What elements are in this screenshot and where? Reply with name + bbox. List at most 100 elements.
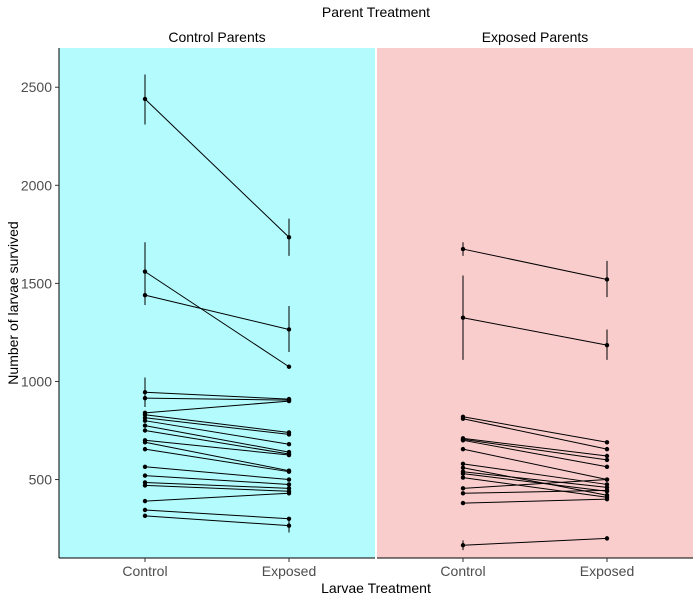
data-point — [142, 96, 148, 102]
panel-title-exposed-parents: Exposed Parents — [482, 29, 589, 45]
data-point — [142, 423, 148, 428]
series-line — [144, 417, 290, 435]
y-tick-label: 2500 — [21, 79, 52, 95]
data-point — [142, 446, 148, 452]
series-line — [462, 317, 608, 346]
data-point — [604, 453, 610, 459]
y-tick-label: 1500 — [21, 275, 52, 291]
x-tick-label-exposed-parents-control: Control — [440, 563, 485, 579]
data-point — [604, 277, 610, 282]
data-point — [286, 235, 292, 240]
data-point — [460, 246, 466, 252]
series-line — [462, 477, 608, 498]
data-point — [142, 418, 148, 423]
series-line — [144, 420, 290, 445]
series-line — [462, 489, 608, 494]
data-point — [142, 473, 148, 478]
series-line — [144, 484, 290, 492]
series-line — [144, 391, 290, 400]
y-tick-label: 2000 — [21, 177, 52, 193]
data-point — [460, 446, 466, 452]
data-point — [460, 500, 466, 506]
y-tick-label: 500 — [29, 472, 53, 488]
panel-marks-0 — [142, 74, 292, 533]
chart-marks — [142, 74, 610, 551]
series-line — [462, 479, 608, 489]
panel-marks-1 — [460, 242, 610, 551]
data-point — [286, 516, 292, 521]
data-point — [604, 440, 610, 445]
y-axis-title: Number of larvae survived — [5, 221, 21, 384]
data-point — [460, 491, 466, 496]
series-line — [144, 397, 290, 401]
data-point — [604, 477, 610, 482]
data-point — [142, 464, 148, 469]
series-line — [462, 437, 608, 457]
data-point — [286, 452, 292, 458]
x-tick-label-control-parents-control: Control — [122, 563, 167, 579]
series-line — [462, 498, 608, 504]
data-point — [604, 446, 610, 452]
series-line — [462, 439, 608, 468]
series-line — [144, 271, 290, 368]
data-point — [286, 523, 292, 528]
series-line — [144, 509, 290, 520]
y-axis-ticks: 500 1000 1500 2000 2500 — [21, 79, 59, 488]
series-line — [462, 248, 608, 280]
series-line — [144, 414, 290, 433]
series-line — [144, 425, 290, 453]
data-point — [142, 390, 148, 395]
series-line — [144, 475, 290, 485]
series-line — [144, 294, 290, 330]
data-point — [286, 442, 292, 447]
data-point — [460, 416, 466, 421]
data-point — [604, 496, 610, 502]
data-point — [142, 292, 148, 298]
panel-background-control-parents — [59, 48, 375, 558]
chart-title: Parent Treatment — [322, 4, 430, 20]
panel-title-control-parents: Control Parents — [168, 29, 265, 45]
data-point — [286, 398, 292, 404]
y-tick-label: 1000 — [21, 373, 52, 389]
data-point — [142, 513, 148, 519]
data-point — [460, 461, 466, 467]
data-point — [460, 475, 466, 480]
data-point — [460, 486, 466, 491]
panel-background-exposed-parents — [377, 48, 693, 558]
data-point — [460, 471, 466, 476]
data-point — [460, 315, 466, 320]
data-point — [286, 327, 292, 332]
data-point — [604, 464, 610, 469]
series-line — [144, 481, 290, 489]
data-point — [286, 477, 292, 482]
series-line — [144, 448, 290, 473]
series-line — [144, 441, 290, 472]
series-line — [144, 98, 290, 238]
data-point — [142, 428, 148, 433]
data-point — [286, 432, 292, 437]
series-line — [462, 537, 608, 546]
data-point — [142, 440, 148, 445]
data-point — [142, 269, 148, 274]
data-point — [460, 543, 466, 548]
x-tick-label-exposed-parents-exposed: Exposed — [580, 563, 634, 579]
series-line — [462, 416, 608, 443]
data-point — [142, 507, 148, 513]
x-axis-title: Larvae Treatment — [321, 580, 431, 596]
series-line — [462, 473, 608, 492]
series-line — [144, 430, 290, 455]
series-line — [144, 466, 290, 481]
series-line — [144, 492, 290, 502]
data-point — [142, 498, 148, 504]
series-line — [462, 418, 608, 450]
series-line — [144, 400, 290, 414]
data-point — [604, 488, 610, 493]
data-point — [286, 364, 292, 369]
series-line — [462, 438, 608, 461]
data-point — [460, 438, 466, 443]
data-point — [604, 342, 610, 348]
series-line — [144, 515, 290, 527]
data-point — [142, 483, 148, 488]
series-line — [462, 471, 608, 488]
data-point — [604, 536, 610, 541]
